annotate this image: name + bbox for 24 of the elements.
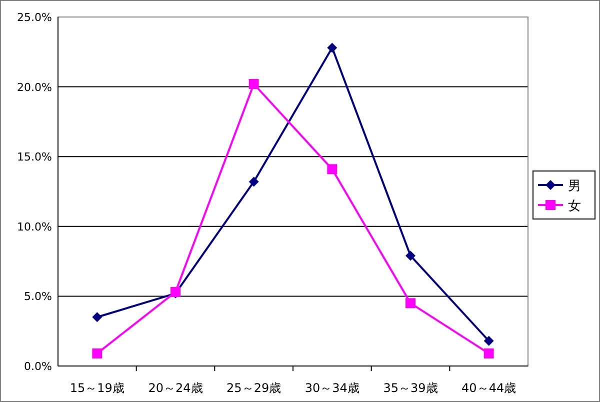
x-tick-label: 20～24歳	[148, 381, 203, 395]
point	[327, 42, 338, 53]
y-tick-label: 15.0%	[17, 150, 52, 164]
point	[248, 79, 259, 90]
x-tick-label: 25～29歳	[226, 381, 282, 395]
point	[327, 164, 338, 174]
x-tick-label: 15～19歳	[70, 381, 124, 395]
x-tick-label: 40～44歳	[462, 381, 516, 395]
point	[484, 348, 494, 358]
point	[92, 312, 102, 322]
legend-label: 女	[568, 199, 581, 214]
y-tick-label: 10.0%	[17, 220, 52, 234]
point	[248, 176, 259, 187]
y-tick-label: 0.0%	[24, 360, 52, 373]
x-tick-label: 35～39歳	[383, 381, 438, 395]
legend-label: 男	[568, 179, 581, 194]
point	[92, 348, 102, 358]
y-tick-label: 20.0%	[17, 80, 52, 94]
x-tick-label: 30～34歳	[304, 381, 360, 395]
y-tick-label: 25.0%	[17, 11, 52, 24]
point	[406, 250, 416, 261]
point	[484, 336, 494, 346]
point	[406, 298, 416, 308]
y-tick-label: 5.0%	[24, 290, 52, 304]
